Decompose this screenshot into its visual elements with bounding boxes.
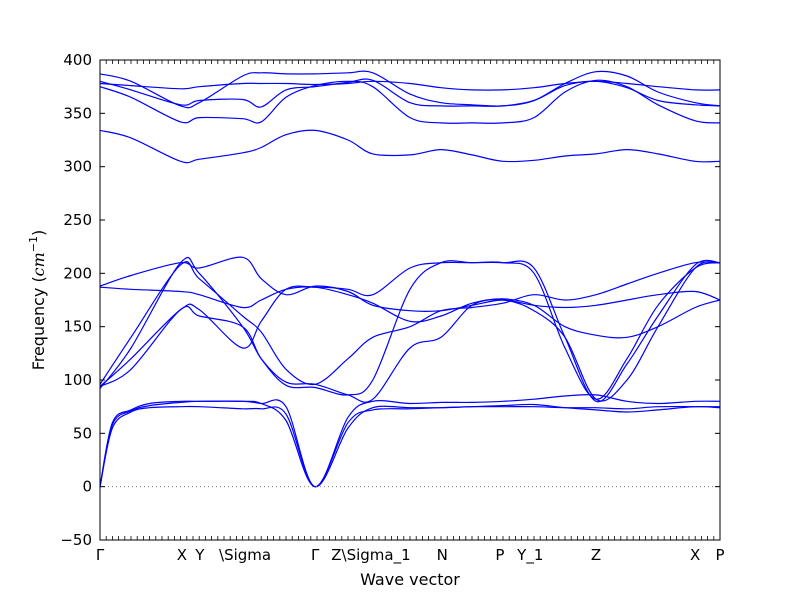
x-tick-label: Z	[591, 546, 601, 564]
x-axis-title: Wave vector	[360, 570, 460, 589]
y-axis: −50 0 50 100 150 200 250 300 350 400	[60, 51, 720, 549]
y-tick-label: 50	[73, 424, 92, 442]
band-line-5	[99, 129, 721, 164]
y-tick-label: 150	[63, 318, 92, 336]
series-layer	[99, 70, 721, 488]
x-tick-label: Γ	[96, 546, 105, 564]
band-line-1	[99, 70, 721, 109]
y-axis-title-close: )	[29, 230, 48, 236]
y-tick-label: 250	[63, 211, 92, 229]
y-tick-label: 200	[63, 264, 92, 282]
x-tick-label: Γ	[311, 546, 320, 564]
x-tick-label: N	[437, 546, 448, 564]
x-tick-label: X	[177, 546, 187, 564]
band-line-3	[99, 80, 721, 91]
y-tick-label: −50	[60, 531, 92, 549]
y-axis-title-text: Frequency (	[29, 276, 48, 370]
x-tick-label: X	[690, 546, 700, 564]
y-tick-label: 400	[63, 51, 92, 69]
band-line-13	[99, 400, 720, 488]
band-line-12	[99, 403, 721, 488]
band-line-8	[99, 261, 721, 386]
x-tick-label: Y	[194, 546, 205, 564]
y-axis-title-math: cm	[29, 252, 48, 276]
x-tick-label: P	[715, 546, 724, 564]
y-axis-title-sup: −1	[27, 236, 40, 252]
band-line-4	[99, 78, 721, 108]
y-tick-label: 0	[82, 478, 92, 496]
x-tick-label: \Sigma	[219, 546, 271, 564]
band-line-7	[99, 286, 721, 339]
x-tick-label: Z\Sigma_1	[331, 546, 410, 565]
x-tick-label: Y_1	[516, 546, 543, 565]
y-tick-label: 100	[63, 371, 92, 389]
band-line-6	[99, 256, 721, 312]
band-line-9	[99, 256, 721, 400]
x-axis: Γ X Y \Sigma Γ Z\Sigma_1 N P Y_1 Z X P	[96, 60, 725, 565]
x-tick-label: P	[495, 546, 504, 564]
y-tick-label: 350	[63, 104, 92, 122]
y-tick-label: 300	[63, 158, 92, 176]
band-line-2	[99, 79, 721, 124]
band-line-14	[99, 393, 721, 488]
band-line-11	[99, 261, 721, 403]
y-axis-title: Frequency (cm−1)	[27, 230, 48, 371]
